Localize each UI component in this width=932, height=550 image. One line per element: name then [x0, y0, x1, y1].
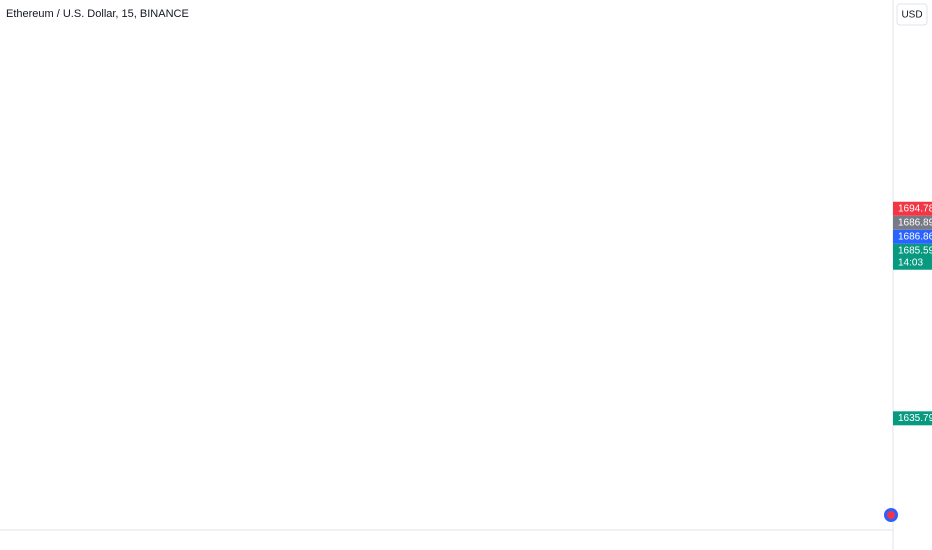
chart-title: Ethereum / U.S. Dollar, 15, BINANCE	[6, 8, 189, 20]
marker-price-label: 1686.89	[898, 217, 932, 228]
currency-button[interactable]	[896, 3, 928, 26]
target-price-label-box	[893, 411, 932, 426]
marker-price-label-box	[893, 215, 932, 230]
stop-price-label-box	[893, 201, 932, 216]
last-price-label-countdown: 14:03	[898, 257, 923, 268]
currency-label[interactable]: USD	[901, 10, 922, 21]
stop-price-label: 1694.78	[898, 203, 932, 214]
entry-price-label: 1686.86	[898, 231, 932, 242]
last-price-label: 1685.59	[898, 245, 932, 256]
last-price-label-box	[893, 243, 932, 270]
entry-price-label-box	[893, 229, 932, 244]
logo	[884, 508, 898, 522]
target-price-label: 1635.79	[898, 413, 932, 424]
